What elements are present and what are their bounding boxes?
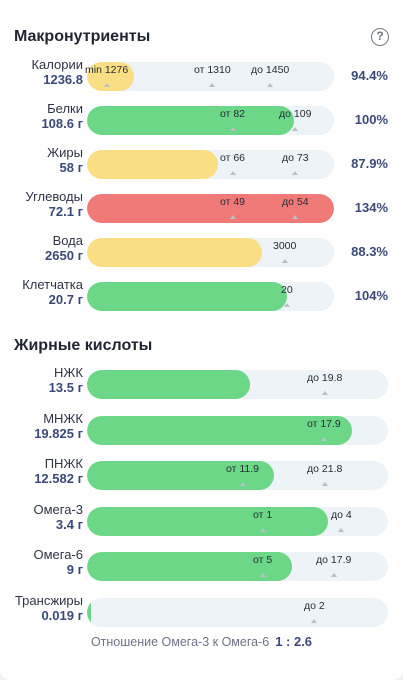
macro-range-marker: до 54 (282, 194, 309, 223)
fatty-acid-label: Трансжиры 0.019 г (0, 592, 83, 623)
fatty-acid-range-marker: от 1 (253, 507, 272, 536)
fatty-acid-label: Омега-3 3.4 г (0, 501, 83, 532)
macro-range-marker: 3000 (273, 238, 296, 267)
fatty-acid-progress-track (87, 415, 388, 445)
macro-range-marker: до 73 (282, 150, 309, 179)
fatty-acid-range-marker: от 17.9 (307, 416, 341, 445)
macro-progress-fill (87, 238, 262, 267)
macro-range-marker: от 66 (220, 150, 245, 179)
fatty-acid-row[interactable]: Омега-3 3.4 г от 1 до 4 (0, 501, 403, 541)
fatty-acid-range-marker: до 21.8 (307, 461, 342, 490)
omega-ratio-value: 1 : 2.6 (275, 634, 313, 649)
macro-label: Калории 1236.8 (0, 57, 83, 88)
fatty-acid-name: ПНЖК (44, 456, 83, 471)
fatty-acid-progress-fill (87, 597, 91, 627)
fatty-acid-name: НЖК (54, 365, 83, 380)
macro-progress-track (87, 282, 334, 311)
fatty-acid-name: Трансжиры (14, 592, 83, 608)
macro-row[interactable]: Углеводы 72.1 г от 49 до 54 134% (0, 188, 403, 228)
macro-label: Вода 2650 г (0, 233, 83, 264)
fatty-acid-name: Омега-6 (33, 547, 83, 562)
macro-range-marker: до 1450 (251, 62, 289, 91)
macro-label: Жиры 58 г (0, 145, 84, 176)
macro-name: Клетчатка (22, 277, 83, 292)
fatty-acid-amount: 9 г (66, 562, 83, 577)
macro-percent: 104% (354, 288, 388, 303)
fatty-acid-amount: 12.582 г (34, 471, 83, 486)
macro-name: Белки (47, 101, 83, 116)
fatty-acid-row[interactable]: Омега-6 9 г от 5 до 17.9 (0, 546, 403, 586)
fatty-acid-progress-track (87, 506, 388, 536)
macro-progress-fill (87, 106, 294, 135)
fatty-acid-amount: 19.825 г (34, 425, 83, 441)
fatty-acid-row[interactable]: НЖК 13.5 г до 19.8 (0, 364, 403, 404)
macro-label: Белки 108.6 г (0, 101, 83, 132)
macro-range-marker: от 1310 (194, 62, 231, 91)
fatty-acid-range-marker: от 11.9 (226, 461, 259, 490)
macro-percent: 88.3% (351, 244, 388, 259)
fatty-acid-progress-fill (87, 370, 250, 399)
fatty-acid-progress-fill (87, 506, 328, 536)
fatty-acid-progress-track (87, 552, 388, 581)
macro-range-marker: от 82 (220, 106, 245, 135)
help-icon[interactable]: ? (371, 28, 389, 46)
macro-percent: 134% (354, 200, 388, 215)
macro-amount: 20.7 г (48, 292, 83, 307)
fatty-acid-progress-fill (87, 415, 352, 445)
macro-label: Углеводы 72.1 г (0, 189, 83, 220)
macro-percent: 100% (354, 112, 388, 127)
fatty-acid-row[interactable]: Трансжиры 0.019 г до 2 (0, 592, 403, 632)
macro-name: Калории (31, 57, 83, 72)
macro-percent: 94.4% (351, 68, 388, 83)
macro-range-marker: 20 (281, 282, 293, 311)
fatty-acid-name: МНЖК (43, 410, 83, 426)
macro-progress-fill (87, 150, 218, 179)
macro-progress-fill (87, 62, 134, 91)
fatty-acid-row[interactable]: ПНЖК 12.582 г от 11.9 до 21.8 (0, 455, 403, 495)
macro-name: Углеводы (25, 189, 83, 204)
fatty-acid-label: Омега-6 9 г (0, 547, 83, 578)
macro-range-marker: до 109 (279, 106, 311, 135)
macro-range-marker: от 49 (220, 194, 245, 223)
macro-range-marker: min 1276 (85, 62, 128, 91)
macronutrients-title: Макронутриенты (14, 28, 151, 45)
fatty-acid-range-marker: до 17.9 (316, 552, 351, 581)
fatty-acid-label: МНЖК 19.825 г (0, 410, 83, 441)
omega-ratio-label: Отношение Омега-3 к Омега-6 (90, 635, 270, 649)
fatty-acid-progress-fill (87, 552, 292, 581)
fatty-acid-range-marker: до 4 (331, 507, 352, 536)
macro-progress-track (87, 238, 334, 267)
fatty-acid-progress-track (87, 370, 388, 399)
macro-label: Клетчатка 20.7 г (0, 277, 83, 308)
fatty-acid-range-marker: до 2 (304, 598, 325, 627)
macro-row[interactable]: Вода 2650 г 3000 88.3% (0, 232, 403, 272)
fatty-acid-amount: 0.019 г (41, 607, 83, 623)
macro-amount: 58 г (59, 160, 84, 175)
fatty-acids-title: Жирные кислоты (14, 337, 153, 354)
macro-amount: 72.1 г (48, 204, 83, 219)
macro-progress-fill (87, 282, 287, 311)
macro-progress-track (87, 150, 334, 179)
macro-row[interactable]: Белки 108.6 г от 82 до 109 100% (0, 100, 403, 140)
fatty-acid-label: НЖК 13.5 г (0, 365, 83, 396)
macro-amount: 108.6 г (41, 116, 83, 131)
macro-name: Жиры (47, 145, 83, 160)
fatty-acid-amount: 13.5 г (48, 380, 83, 395)
fatty-acid-name: Омега-3 (33, 501, 83, 517)
fatty-acid-label: ПНЖК 12.582 г (0, 456, 83, 487)
macro-amount: 2650 г (45, 248, 83, 263)
fatty-acid-amount: 3.4 г (55, 516, 83, 532)
macro-name: Вода (52, 233, 83, 248)
fatty-acid-progress-track (87, 597, 388, 627)
fatty-acid-range-marker: до 19.8 (307, 370, 342, 399)
macro-percent: 87.9% (351, 156, 388, 171)
macro-row[interactable]: Жиры 58 г от 66 до 73 87.9% (0, 144, 403, 184)
omega-ratio: Отношение Омега-3 к Омега-6 1 : 2.6 (0, 634, 403, 649)
macro-amount: 1236.8 (43, 72, 83, 87)
macro-row[interactable]: Клетчатка 20.7 г 20 104% (0, 276, 403, 316)
macro-row[interactable]: Калории 1236.8 min 1276 от 1310 до 1450 94.4% (0, 56, 403, 96)
fatty-acid-range-marker: от 5 (253, 552, 272, 581)
fatty-acid-row[interactable]: МНЖК 19.825 г от 17.9 (0, 410, 403, 450)
